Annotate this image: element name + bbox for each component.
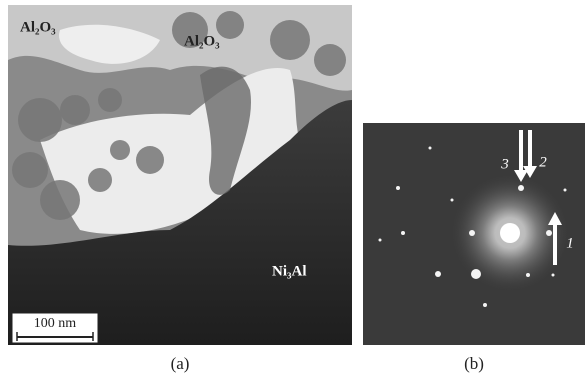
caption-a: (a) [171, 354, 190, 373]
arrow-label: 2 [539, 154, 547, 170]
scale-bar-label: 100 nm [34, 316, 77, 331]
label-ni3al: Ni₃Al [272, 263, 307, 279]
label-al2o3: Al₂O₃ [184, 33, 220, 49]
arrow-label: 1 [566, 235, 574, 251]
diffraction-pattern: 3 2 1 [363, 123, 585, 345]
caption-b: (b) [464, 354, 484, 373]
tem-image: Al₂O₃ Al₂O₃ Ni₃Al 100 nm [8, 5, 352, 345]
figure: Al₂O₃ Al₂O₃ Ni₃Al 100 nm (a) 3 2 1 (b) [0, 0, 588, 381]
page: Al₂O₃ Al₂O₃ Ni₃Al 100 nm (a) 3 2 1 (b) (… [0, 0, 588, 381]
central-spot [500, 223, 520, 243]
arrow-label: 3 [500, 156, 509, 172]
label-al2o3: Al₂O₃ [20, 19, 56, 35]
